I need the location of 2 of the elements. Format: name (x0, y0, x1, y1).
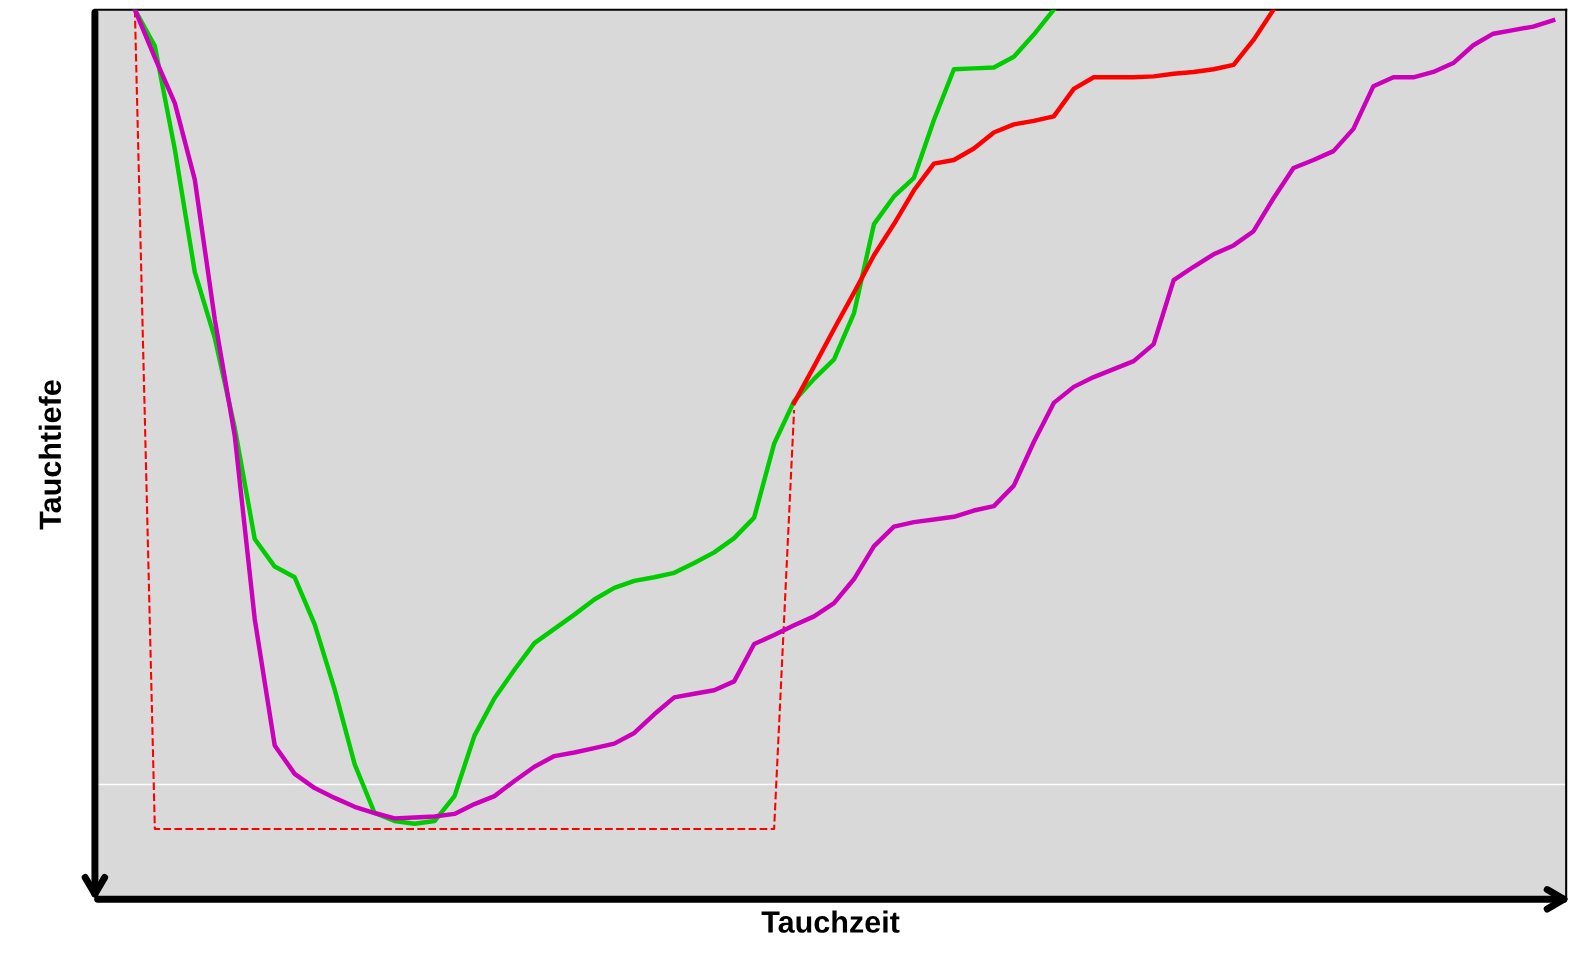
y-axis-title: Tauchtiefe (38, 380, 62, 530)
x-axis-title: Tauchzeit (761, 910, 900, 933)
